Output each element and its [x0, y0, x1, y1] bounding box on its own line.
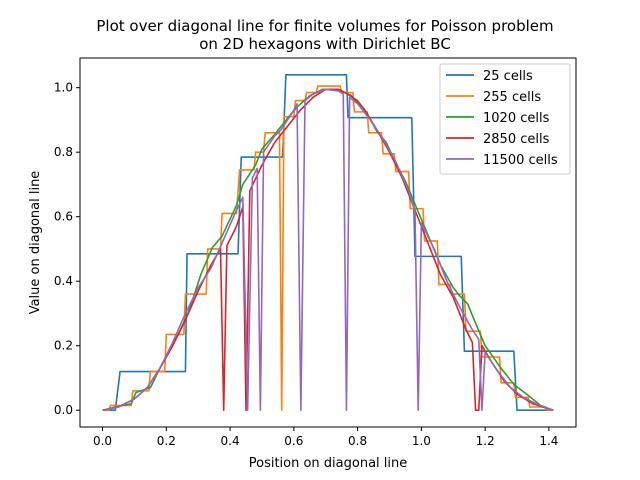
- x-tick-label: 0.2: [157, 434, 176, 448]
- x-tick-label: 0.0: [93, 434, 112, 448]
- legend: 25 cells 255 cells 1020 cells 2850 cells 115…: [439, 63, 571, 175]
- chart-title-line-2: on 2D hexagons with Dirichlet BC: [199, 35, 451, 53]
- y-tick-label: 0.0: [54, 403, 73, 417]
- y-tick-label: 0.8: [54, 145, 73, 159]
- x-tick-label: 0.6: [284, 434, 303, 448]
- series-group: [102, 73, 554, 412]
- legend-label: 11500 cells: [483, 153, 558, 168]
- x-tick-label: 1.4: [539, 434, 558, 448]
- legend-label: 25 cells: [483, 69, 533, 84]
- legend-label: 2850 cells: [483, 132, 550, 147]
- axes-frame: [79, 57, 577, 428]
- y-tick-label: 0.6: [54, 210, 73, 224]
- chart-title-line-1: Plot over diagonal line for finite volum…: [96, 17, 553, 35]
- x-tick-label: 1.0: [412, 434, 431, 448]
- y-tick-label: 0.2: [54, 339, 73, 353]
- x-axis: 0.0 0.2 0.4 0.6 0.8 1.0 1.2 1.4: [93, 427, 558, 448]
- x-axis-label: Position on diagonal line: [249, 456, 408, 471]
- legend-label: 1020 cells: [483, 111, 550, 126]
- legend-box: [439, 63, 571, 175]
- series-line-5: [102, 88, 554, 412]
- y-tick-label: 1.0: [54, 81, 73, 95]
- plot-area: 0.0 0.2 0.4 0.6 0.8 1.0 1.2 1.4 0.0 0.2 0.4 0.6 0.8…: [54, 57, 577, 448]
- y-axis-label: Value on diagonal line: [28, 171, 43, 315]
- y-tick-label: 0.4: [54, 274, 73, 288]
- x-tick-label: 0.4: [221, 434, 240, 448]
- x-tick-label: 1.2: [476, 434, 495, 448]
- legend-label: 255 cells: [483, 90, 541, 105]
- series-line-4: [102, 88, 554, 412]
- series-line-2: [102, 85, 554, 412]
- x-tick-label: 0.8: [348, 434, 367, 448]
- y-axis: 0.0 0.2 0.4 0.6 0.8 1.0: [54, 81, 80, 417]
